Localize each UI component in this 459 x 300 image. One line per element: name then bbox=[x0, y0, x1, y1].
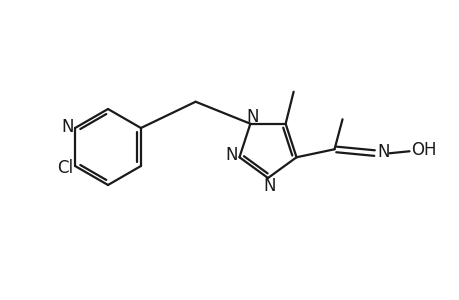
Text: N: N bbox=[376, 143, 389, 161]
Text: N: N bbox=[62, 118, 74, 136]
Text: OH: OH bbox=[410, 141, 435, 159]
Text: Cl: Cl bbox=[57, 159, 73, 177]
Text: N: N bbox=[263, 177, 276, 195]
Text: N: N bbox=[246, 108, 258, 126]
Text: N: N bbox=[225, 146, 237, 164]
